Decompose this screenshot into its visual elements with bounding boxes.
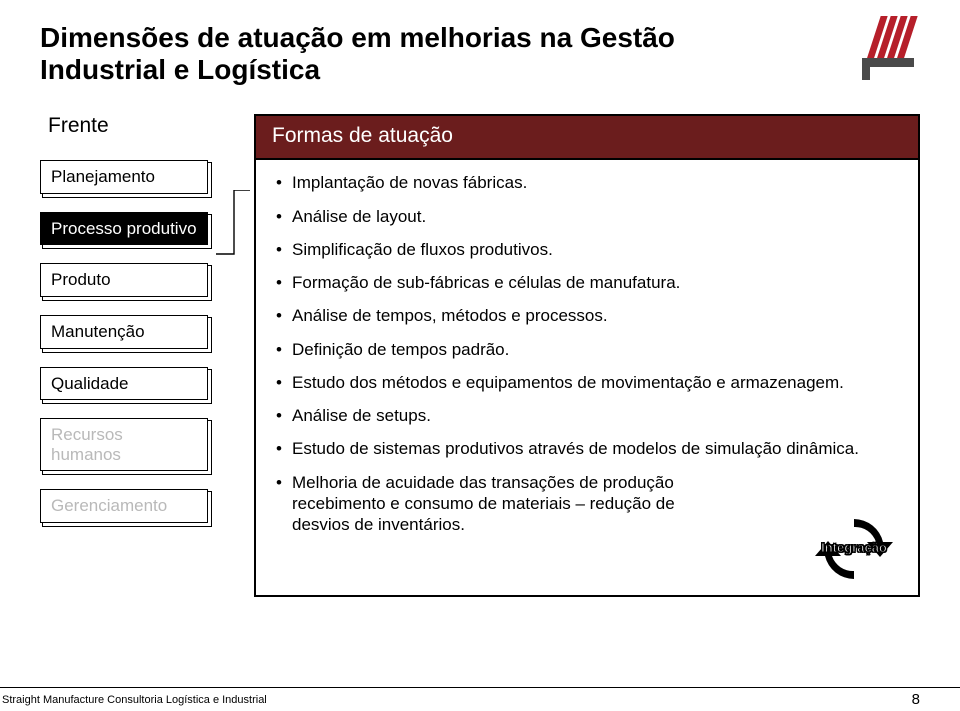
frente-label: Frente (40, 114, 228, 138)
category-label: Gerenciamento (51, 496, 167, 515)
bullet-item: Definição de tempos padrão. (276, 339, 898, 360)
formas-body: Implantação de novas fábricas. Análise d… (256, 160, 918, 595)
category-label: Recursos humanos (51, 425, 123, 464)
bullet-item: Formação de sub-fábricas e células de ma… (276, 272, 898, 293)
bullet-list: Implantação de novas fábricas. Análise d… (276, 172, 898, 535)
formas-panel: Formas de atuação Implantação de novas f… (254, 114, 920, 597)
bullet-item: Simplificação de fluxos produtivos. (276, 239, 898, 260)
category-produto: Produto (40, 263, 208, 297)
bullet-item: Implantação de novas fábricas. (276, 172, 898, 193)
slide-title: Dimensões de atuação em melhorias na Ges… (40, 22, 760, 86)
bullet-item: Melhoria de acuidade das transações de p… (276, 472, 696, 536)
bullet-item: Análise de setups. (276, 405, 898, 426)
category-qualidade: Qualidade (40, 367, 208, 401)
bullet-item: Análise de tempos, métodos e processos. (276, 305, 898, 326)
footer-page-number: 8 (912, 691, 920, 708)
category-label: Planejamento (51, 167, 155, 186)
category-processo-produtivo: Processo produtivo (40, 212, 208, 246)
category-label: Qualidade (51, 374, 129, 393)
category-manutencao: Manutenção (40, 315, 208, 349)
content-columns: Frente Planejamento Processo produtivo P… (40, 114, 920, 597)
slide-page: Dimensões de atuação em melhorias na Ges… (0, 0, 960, 711)
footer-company: Straight Manufacture Consultoria Logísti… (2, 694, 267, 706)
integracao-badge: Integração (806, 509, 902, 589)
category-column: Frente Planejamento Processo produtivo P… (40, 114, 228, 597)
category-planejamento: Planejamento (40, 160, 208, 194)
bullet-item: Estudo de sistemas produtivos através de… (276, 438, 898, 459)
category-recursos-humanos: Recursos humanos (40, 418, 208, 471)
detail-column: Formas de atuação Implantação de novas f… (228, 114, 920, 597)
bullet-item: Estudo dos métodos e equipamentos de mov… (276, 372, 898, 393)
formas-header: Formas de atuação (256, 116, 918, 160)
company-logo (856, 12, 926, 82)
category-label: Produto (51, 270, 111, 289)
bullet-item: Análise de layout. (276, 206, 898, 227)
integracao-label: Integração (806, 540, 902, 555)
category-gerenciamento: Gerenciamento (40, 489, 208, 523)
category-label: Manutenção (51, 322, 145, 341)
category-label: Processo produtivo (51, 219, 197, 238)
slide-footer: Straight Manufacture Consultoria Logísti… (0, 687, 960, 711)
